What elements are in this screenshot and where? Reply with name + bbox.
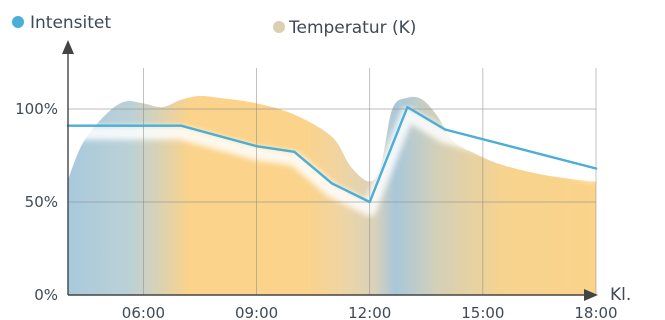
x-axis-label: Kl. bbox=[610, 285, 631, 305]
legend: Intensitet Temperatur (K) bbox=[12, 13, 416, 38]
y-tick-label-1: 50% bbox=[25, 193, 58, 211]
legend-marker-temperatur bbox=[273, 21, 285, 33]
temperature-area-layer bbox=[68, 95, 598, 295]
intensity-line-glow bbox=[68, 107, 598, 216]
intensity-point-5 bbox=[368, 200, 371, 204]
intensity-point-8 bbox=[594, 167, 598, 170]
intensity-point-1 bbox=[179, 124, 183, 127]
gridlines bbox=[68, 68, 597, 295]
legend-marker-intensitet bbox=[12, 16, 24, 28]
axes bbox=[62, 40, 598, 301]
y-tick-label-0: 0% bbox=[34, 286, 58, 304]
y-axis-arrow bbox=[62, 40, 74, 54]
intensity-point-3 bbox=[293, 150, 296, 153]
x-tick-label-2: 12:00 bbox=[348, 304, 391, 320]
legend-label-temperatur: Temperatur (K) bbox=[288, 18, 416, 38]
tick-labels: 06:00 09:00 12:00 15:00 18:00 0% 50% 100% bbox=[15, 100, 618, 320]
legend-label-intensitet: Intensitet bbox=[30, 13, 111, 33]
x-tick-label-4: 18:00 bbox=[574, 304, 617, 320]
intensity-point-4 bbox=[330, 182, 334, 185]
intensity-point-7 bbox=[443, 128, 447, 131]
x-tick-label-1: 09:00 bbox=[235, 304, 278, 320]
intensity-point-6 bbox=[406, 105, 409, 109]
x-tick-label-3: 15:00 bbox=[461, 304, 504, 320]
intensity-point-2 bbox=[255, 145, 258, 148]
x-axis-arrow bbox=[584, 289, 598, 301]
y-tick-label-2: 100% bbox=[15, 100, 58, 118]
x-tick-label-0: 06:00 bbox=[122, 304, 165, 320]
